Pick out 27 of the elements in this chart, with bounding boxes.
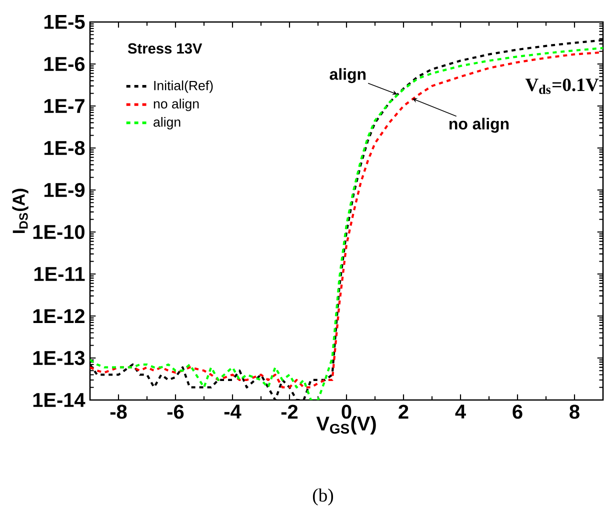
y-tick-label: 1E-12: [33, 309, 84, 323]
x-tick-label: -8: [110, 404, 127, 419]
y-tick-label: 1E-8: [44, 140, 85, 156]
legend-label: Initial(Ref): [154, 80, 213, 93]
x-tick-label: 6: [512, 404, 522, 419]
legend-label: align: [154, 117, 180, 130]
y-tick-label: 1E-10: [33, 224, 84, 240]
y-tick-label: 1E-5: [44, 15, 85, 29]
y-axis-title: I$_{DS}$(A): [12, 188, 28, 233]
y-tick-label: 1E-6: [44, 56, 85, 72]
text: (b): [312, 488, 334, 506]
x-tick-label: 2: [398, 404, 408, 419]
x-tick-label: -6: [167, 404, 184, 419]
y-tick-label: 1E-13: [33, 350, 85, 366]
y-tick-label: 1E-9: [44, 182, 85, 198]
x-tick-label: -4: [224, 404, 242, 418]
annotation: V$_{ds}$=0.1V: [525, 78, 599, 94]
annotation: Stress 13V: [128, 43, 202, 54]
y-tick-label: 1E-14: [33, 393, 86, 407]
y-tick-label: 1E-11: [34, 267, 85, 281]
x-tick-label: -2: [281, 404, 298, 419]
annotation: align: [330, 68, 366, 84]
annotation: no align: [450, 118, 509, 133]
x-tick-label: 8: [570, 404, 580, 419]
x-tick-label: 4: [455, 404, 466, 418]
y-tick-label: 1E-7: [44, 99, 84, 113]
legend-label: no align: [154, 98, 199, 112]
